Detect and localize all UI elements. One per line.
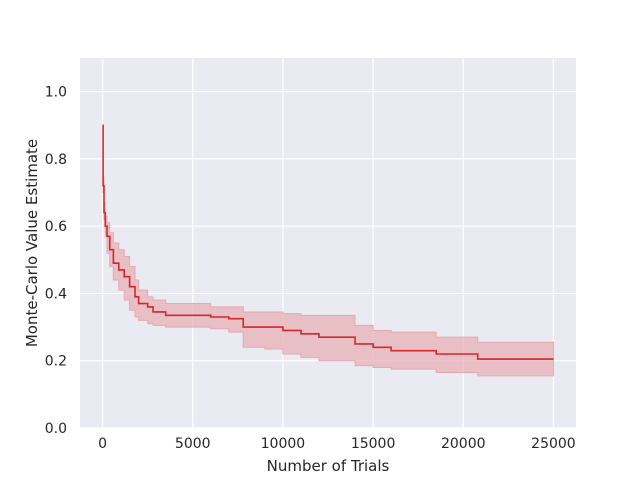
y-axis-title: Monte-Carlo Value Estimate <box>23 139 41 347</box>
series-line <box>102 124 554 360</box>
x-tick-label: 0 <box>98 436 107 452</box>
y-tick-label: 0.6 <box>45 219 67 235</box>
x-tick-label: 5000 <box>175 436 211 452</box>
y-tick-label: 0.4 <box>45 286 67 302</box>
x-tick-labels: 0 5000 10000 15000 20000 25000 <box>98 436 576 452</box>
y-tick-label: 0.8 <box>45 152 67 168</box>
y-tick-label: 0.0 <box>45 421 67 437</box>
confidence-band-group <box>102 124 554 377</box>
x-axis-title: Number of Trials <box>267 457 390 475</box>
y-tick-label: 1.0 <box>45 85 67 101</box>
x-tick-label: 20000 <box>441 436 486 452</box>
series-line-group <box>102 124 554 360</box>
y-tick-label: 0.2 <box>45 354 67 370</box>
grid <box>80 58 576 429</box>
x-tick-label: 25000 <box>531 436 576 452</box>
y-tick-labels: 0.0 0.2 0.4 0.6 0.8 1.0 <box>45 85 67 437</box>
x-tick-label: 15000 <box>351 436 396 452</box>
confidence-band <box>102 124 554 377</box>
x-tick-label: 10000 <box>261 436 306 452</box>
